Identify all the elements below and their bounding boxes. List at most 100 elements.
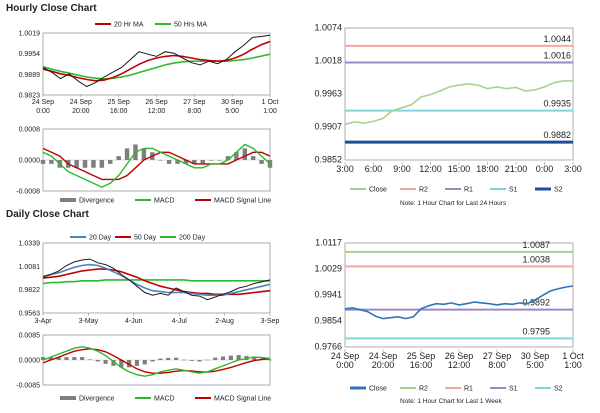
daily-right-frame xyxy=(344,242,574,348)
hourly-50hr-ma-line xyxy=(42,53,271,80)
daily-price-xtick-3: 4-Jul xyxy=(172,318,188,325)
daily-20day-line xyxy=(42,263,271,297)
hourly-macd-line xyxy=(42,143,271,188)
hourly-price-xtick-0-date: 24 Sep xyxy=(32,99,54,106)
daily-right-xtick-0-time: 0:00 xyxy=(336,360,354,370)
hourly-divergence-bar-17 xyxy=(183,160,189,164)
hourly-price-xtick-6-time: 1:00 xyxy=(263,108,277,115)
daily-right-xtick-1-date: 24 Sep xyxy=(369,351,398,361)
hourly-divergence-bar-7 xyxy=(99,160,105,168)
daily-divergence-bar-29 xyxy=(267,359,273,361)
daily-right-xtick-0-date: 24 Sep xyxy=(331,351,360,361)
daily-right-ytick-1: 1.0029 xyxy=(314,264,342,274)
hourly-legend-50hr-ma-label: 50 Hrs MA xyxy=(174,22,207,29)
daily-divergence-bar-24 xyxy=(228,355,233,360)
hourly-price-xtick-6-date: 1 Oct xyxy=(262,99,279,106)
hourly-divergence-bar-1 xyxy=(49,160,54,164)
daily-right-ytick-3: 0.9854 xyxy=(314,316,342,326)
daily-divergence-bar-16 xyxy=(166,357,171,360)
hourly-macd-ytick-1: 0.0000 xyxy=(19,158,41,165)
daily-right-xtick-4-date: 27 Sep xyxy=(483,351,512,361)
hourly-right-ytick-3: 0.9907 xyxy=(314,122,342,132)
hourly-price-xtick-1-date: 24 Sep xyxy=(70,99,92,106)
hourly-price-xtick-5-date: 30 Sep xyxy=(221,99,243,106)
hourly-divergence-bar-4 xyxy=(74,160,79,168)
daily-50day-line xyxy=(42,268,271,296)
daily-divergence-bar-7 xyxy=(95,360,100,362)
daily-divergence-bar-21 xyxy=(205,359,210,361)
daily-right-legend-s1-label: S1 xyxy=(509,386,518,393)
daily-divergence-bar-22 xyxy=(213,357,218,360)
hourly-20hr-ma-line xyxy=(42,40,271,82)
daily-right-ytick-4: 0.9766 xyxy=(314,342,342,352)
daily-divergence-bar-12 xyxy=(134,360,140,366)
hourly-right-ytick-2: 0.9963 xyxy=(314,89,342,99)
hourly-right-legend-r1-label: R1 xyxy=(464,187,473,194)
hourly-price-xtick-3-time: 12:00 xyxy=(148,108,166,115)
hourly-divergence-bar-12 xyxy=(141,148,147,160)
hourly-divergence-bar-8 xyxy=(108,160,113,164)
hourly-legend-20hr-ma-label: 20 Hr MA xyxy=(114,22,144,29)
daily-legend-50day-label: 50 Day xyxy=(134,235,157,242)
daily-right-xtick-3-time: 12:00 xyxy=(448,360,471,370)
daily-divergence-bar-5 xyxy=(80,357,85,360)
daily-price-ytick-3: 0.9563 xyxy=(19,311,41,318)
hourly-price-xtick-4-time: 8:00 xyxy=(188,108,202,115)
hourly-right-note: Note: 1 Hour Chart for Last 24 Hours xyxy=(400,200,507,207)
daily-divergence-bar-0 xyxy=(40,357,46,360)
daily-price-ytick-2: 0.9822 xyxy=(19,287,41,294)
hourly-price-ytick-0: 1.0019 xyxy=(19,31,41,38)
hourly-price-ytick-1: 0.9954 xyxy=(19,51,41,58)
hourly-right-xtick-1: 6:00 xyxy=(365,164,383,174)
daily-divergence-bar-4 xyxy=(72,357,77,360)
daily-right-note: Note: 1 Hour Chart for Last 1 Week xyxy=(400,398,503,405)
daily-legend-200day-label: 200 Day xyxy=(179,235,206,242)
hourly-price-xtick-5-time: 5:00 xyxy=(225,108,239,115)
hourly-divergence-bar-9 xyxy=(116,156,121,160)
hourly-divergence-bar-6 xyxy=(91,160,96,168)
daily-divergence-bar-2 xyxy=(56,357,61,360)
daily-right-xtick-6-time: 1:00 xyxy=(564,360,582,370)
daily-macd-ytick-0: 0.0085 xyxy=(19,333,41,340)
hourly-right-ytick-0: 1.0074 xyxy=(314,23,342,33)
daily-price-frame xyxy=(42,242,271,314)
hourly-level-r2-label: 1.0044 xyxy=(543,34,571,44)
daily-level-s2-label: 0.9795 xyxy=(522,326,550,336)
hourly-price-xtick-3-date: 26 Sep xyxy=(145,99,167,106)
daily-price-xtick-4: 2-Aug xyxy=(215,318,234,325)
hourly-right-xtick-0: 3:00 xyxy=(336,164,354,174)
daily-price-ytick-0: 1.0339 xyxy=(19,241,41,248)
daily-right-legend-s2-label: S2 xyxy=(554,386,563,393)
daily-divergence-bar-8 xyxy=(103,360,108,364)
hourly-legend-macd-label: MACD xyxy=(154,198,175,205)
hourly-level-r1-label: 1.0016 xyxy=(543,50,571,60)
hourly-right-xtick-3: 12:00 xyxy=(419,164,442,174)
hourly-right-xtick-6: 21:00 xyxy=(505,164,528,174)
daily-divergence-bar-6 xyxy=(87,359,93,361)
hourly-right-legend-s2-label: S2 xyxy=(554,187,563,194)
hourly-price-frame xyxy=(42,32,271,96)
daily-divergence-bar-18 xyxy=(181,359,186,361)
hourly-divergence-bar-0 xyxy=(40,160,46,164)
hourly-divergence-bar-23 xyxy=(234,152,239,160)
daily-price-xtick-5: 3-Sep xyxy=(261,318,280,325)
hourly-divergence-bar-22 xyxy=(225,156,231,160)
hourly-price-xtick-1-time: 20:00 xyxy=(72,108,90,115)
daily-price-ytick-1: 1.0081 xyxy=(19,264,41,271)
hourly-right-legend-close-label: Close xyxy=(369,187,387,194)
daily-macd-ytick-1: 0.0000 xyxy=(19,358,41,365)
hourly-divergence-bar-14 xyxy=(158,160,163,161)
daily-level-s1-label: 0.9892 xyxy=(522,298,550,308)
hourly-right-xtick-2: 9:00 xyxy=(393,164,411,174)
daily-divergence-bar-1 xyxy=(48,357,53,360)
hourly-divergence-bar-10 xyxy=(124,148,130,160)
hourly-macd-ytick-0: 0.0008 xyxy=(19,127,41,134)
hourly-signal-line xyxy=(42,147,271,181)
hourly-legend-divergence-label: Divergence xyxy=(79,198,115,205)
hourly-divergence-bar-21 xyxy=(217,160,222,161)
daily-macd-line xyxy=(42,346,271,377)
daily-right-legend-r2-label: R2 xyxy=(419,386,428,393)
daily-divergence-bar-15 xyxy=(158,358,163,360)
hourly-price-ytick-2: 0.9889 xyxy=(19,72,41,79)
